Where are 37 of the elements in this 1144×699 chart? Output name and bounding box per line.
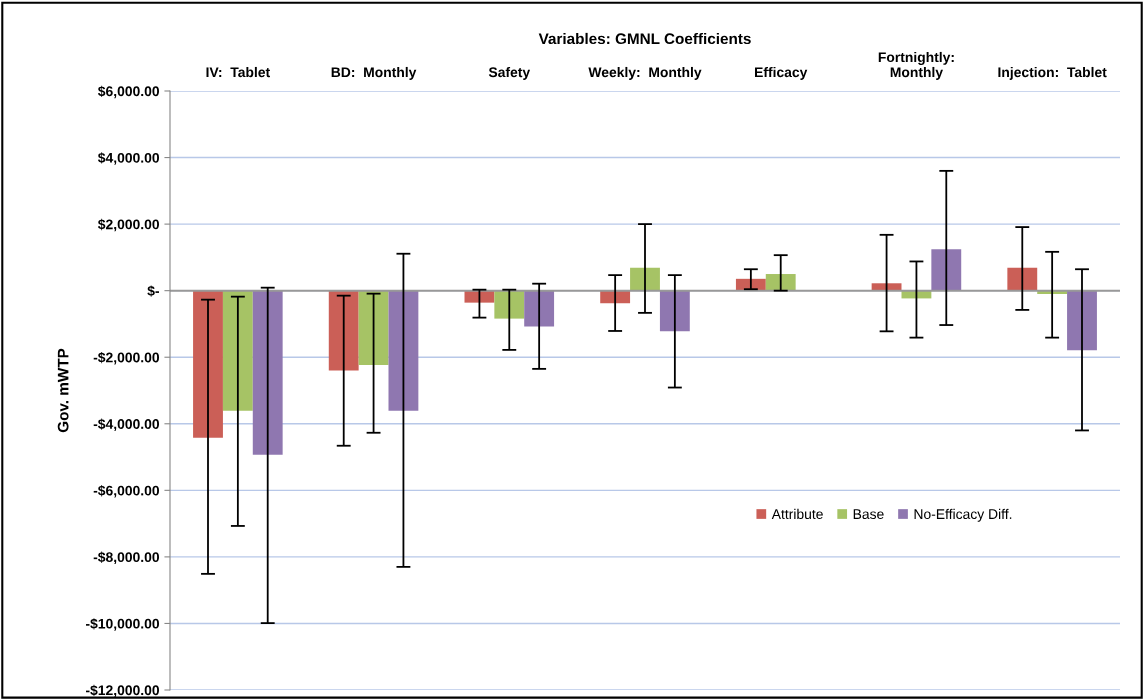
x-tick-label: Injection: Tablet (998, 66, 1107, 80)
legend-label: Base (853, 509, 884, 520)
x-tick-label: Safety (488, 66, 531, 80)
bar (358, 290, 389, 365)
bar (630, 267, 660, 291)
bar (328, 290, 359, 371)
y-tick-label: $4,000.00 (97, 152, 160, 165)
x-tick-label: Fortnightly: Monthly (878, 51, 954, 80)
bar (659, 290, 690, 332)
x-tick-label: Weekly: Monthly (588, 66, 702, 80)
x-tick-label: IV: Tablet (206, 66, 270, 78)
bar (931, 249, 962, 291)
bar (222, 290, 253, 411)
x-tick-label: Efficacy (755, 66, 808, 80)
bar (193, 290, 223, 438)
y-tick-label: -$4,000.00 (93, 418, 160, 431)
y-tick-label: $- (147, 285, 160, 297)
bar (1007, 267, 1038, 291)
y-axis-title: Gov. mWTP (57, 348, 69, 433)
bar (1067, 290, 1097, 351)
chart-title: Variables: GMNL Coefficients (538, 32, 751, 45)
bar (765, 274, 796, 291)
y-tick-label: -$6,000.00 (93, 485, 160, 498)
bar (252, 290, 283, 455)
x-tick-label: BD: Monthly (331, 66, 417, 80)
y-tick-label: -$12,000.00 (86, 684, 160, 698)
y-tick-label: $6,000.00 (97, 85, 160, 99)
y-tick-label: $2,000.00 (97, 218, 160, 232)
y-tick-label: -$2,000.00 (93, 351, 160, 365)
legend-label: Attribute (771, 508, 823, 520)
y-tick-label: -$10,000.00 (86, 618, 160, 631)
bar (524, 290, 555, 327)
y-tick-label: -$8,000.00 (93, 551, 160, 565)
bar (871, 283, 902, 291)
legend-label: No-Efficacy Diff. (914, 508, 1012, 522)
bar (388, 290, 419, 411)
bar (494, 290, 525, 319)
